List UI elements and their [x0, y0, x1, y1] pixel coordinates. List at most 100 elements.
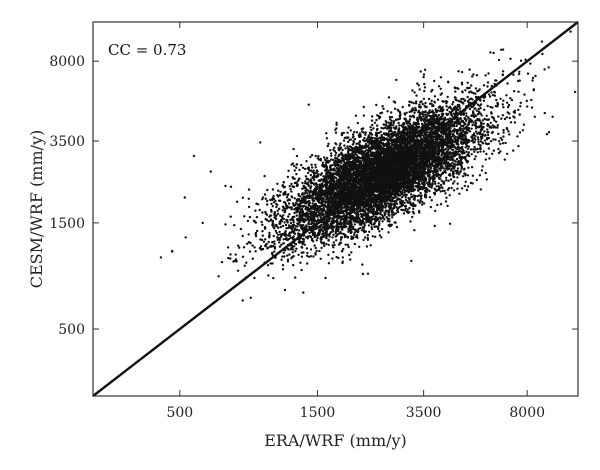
scatter-point [241, 255, 245, 258]
scatter-point [462, 113, 465, 116]
scatter-point [287, 202, 291, 205]
scatter-point [247, 188, 251, 191]
scatter-point [361, 263, 364, 266]
scatter-point [235, 200, 239, 203]
scatter-point [474, 92, 477, 95]
scatter-point [323, 244, 326, 248]
scatter-point [494, 79, 497, 82]
scatter-point [502, 135, 505, 138]
scatter-point [395, 78, 398, 82]
scatter-point [293, 169, 296, 172]
scatter-point [543, 68, 546, 71]
scatter-point [441, 100, 444, 103]
scatter-point [293, 177, 296, 180]
scatter-point [482, 84, 486, 87]
scatter-point [523, 93, 526, 96]
scatter-point [474, 155, 477, 158]
scatter-point [518, 113, 521, 116]
scatter-point [366, 234, 369, 237]
scatter-point [229, 253, 232, 256]
scatter-point [364, 217, 368, 220]
scatter-point [486, 104, 489, 108]
scatter-point [342, 139, 346, 142]
scatter-point [369, 126, 372, 129]
scatter-point [270, 210, 273, 213]
scatter-point [305, 247, 309, 250]
scatter-point [442, 167, 446, 170]
scatter-point [363, 224, 366, 227]
scatter-point [433, 101, 437, 104]
scatter-point [285, 227, 288, 230]
scatter-point [483, 108, 486, 112]
scatter-point [294, 203, 297, 206]
scatter-point [472, 73, 475, 76]
scatter-point [312, 169, 315, 172]
scatter-point [445, 196, 448, 199]
scatter-point [505, 94, 508, 97]
scatter-point [464, 180, 467, 183]
scatter-point [473, 157, 476, 161]
scatter-point [457, 70, 460, 73]
scatter-point [327, 239, 330, 242]
scatter-point [380, 227, 384, 231]
scatter-point [312, 228, 315, 232]
scatter-point [446, 108, 449, 112]
scatter-point [267, 274, 270, 277]
scatter-point [261, 223, 264, 226]
scatter-point [387, 231, 390, 234]
scatter-point [466, 174, 469, 177]
scatter-point [449, 111, 452, 115]
scatter-point [390, 119, 393, 123]
scatter-point [371, 123, 374, 127]
scatter-point [479, 107, 482, 110]
scatter-point [370, 119, 374, 122]
scatter-point [453, 121, 456, 125]
scatter-point [269, 218, 273, 221]
scatter-point [474, 87, 478, 90]
scatter-point [254, 231, 258, 235]
scatter-point [236, 269, 240, 272]
scatter-point [229, 257, 232, 260]
scatter-point [304, 180, 307, 183]
scatter-point [467, 145, 471, 148]
scatter-point [516, 135, 519, 138]
scatter-point [334, 131, 338, 134]
scatter-point [479, 150, 482, 153]
scatter-point [481, 142, 485, 145]
scatter-point [335, 123, 338, 127]
scatter-point [390, 111, 393, 114]
scatter-point [384, 123, 388, 126]
scatter-point [287, 237, 291, 241]
scatter-point [465, 114, 468, 118]
scatter-point [346, 131, 349, 134]
scatter-point [419, 191, 422, 195]
scatter-point [295, 166, 298, 169]
scatter-point [426, 131, 429, 134]
scatter-point [278, 245, 282, 248]
scatter-point [233, 224, 236, 227]
scatter-point [392, 100, 396, 103]
scatter-point [423, 82, 426, 86]
scatter-point [331, 164, 334, 167]
scatter-point [389, 121, 393, 125]
scatter-point [419, 70, 422, 73]
scatter-point [518, 70, 521, 74]
scatter-point [437, 182, 440, 185]
scatter-point [262, 240, 266, 243]
scatter-point [293, 208, 296, 211]
scatter-point [449, 151, 452, 155]
scatter-point [277, 189, 280, 192]
scatter-point [371, 115, 374, 118]
scatter-point [324, 159, 327, 162]
scatter-point [288, 185, 291, 188]
scatter-point [460, 97, 463, 101]
scatter-point [309, 248, 313, 251]
scatter-point [508, 116, 511, 120]
scatter-point [485, 178, 488, 181]
scatter-point [332, 250, 335, 254]
scatter-point [364, 131, 367, 134]
scatter-point [353, 138, 357, 141]
scatter-point [457, 173, 460, 176]
scatter-point [300, 163, 303, 167]
scatter-point [332, 158, 335, 162]
